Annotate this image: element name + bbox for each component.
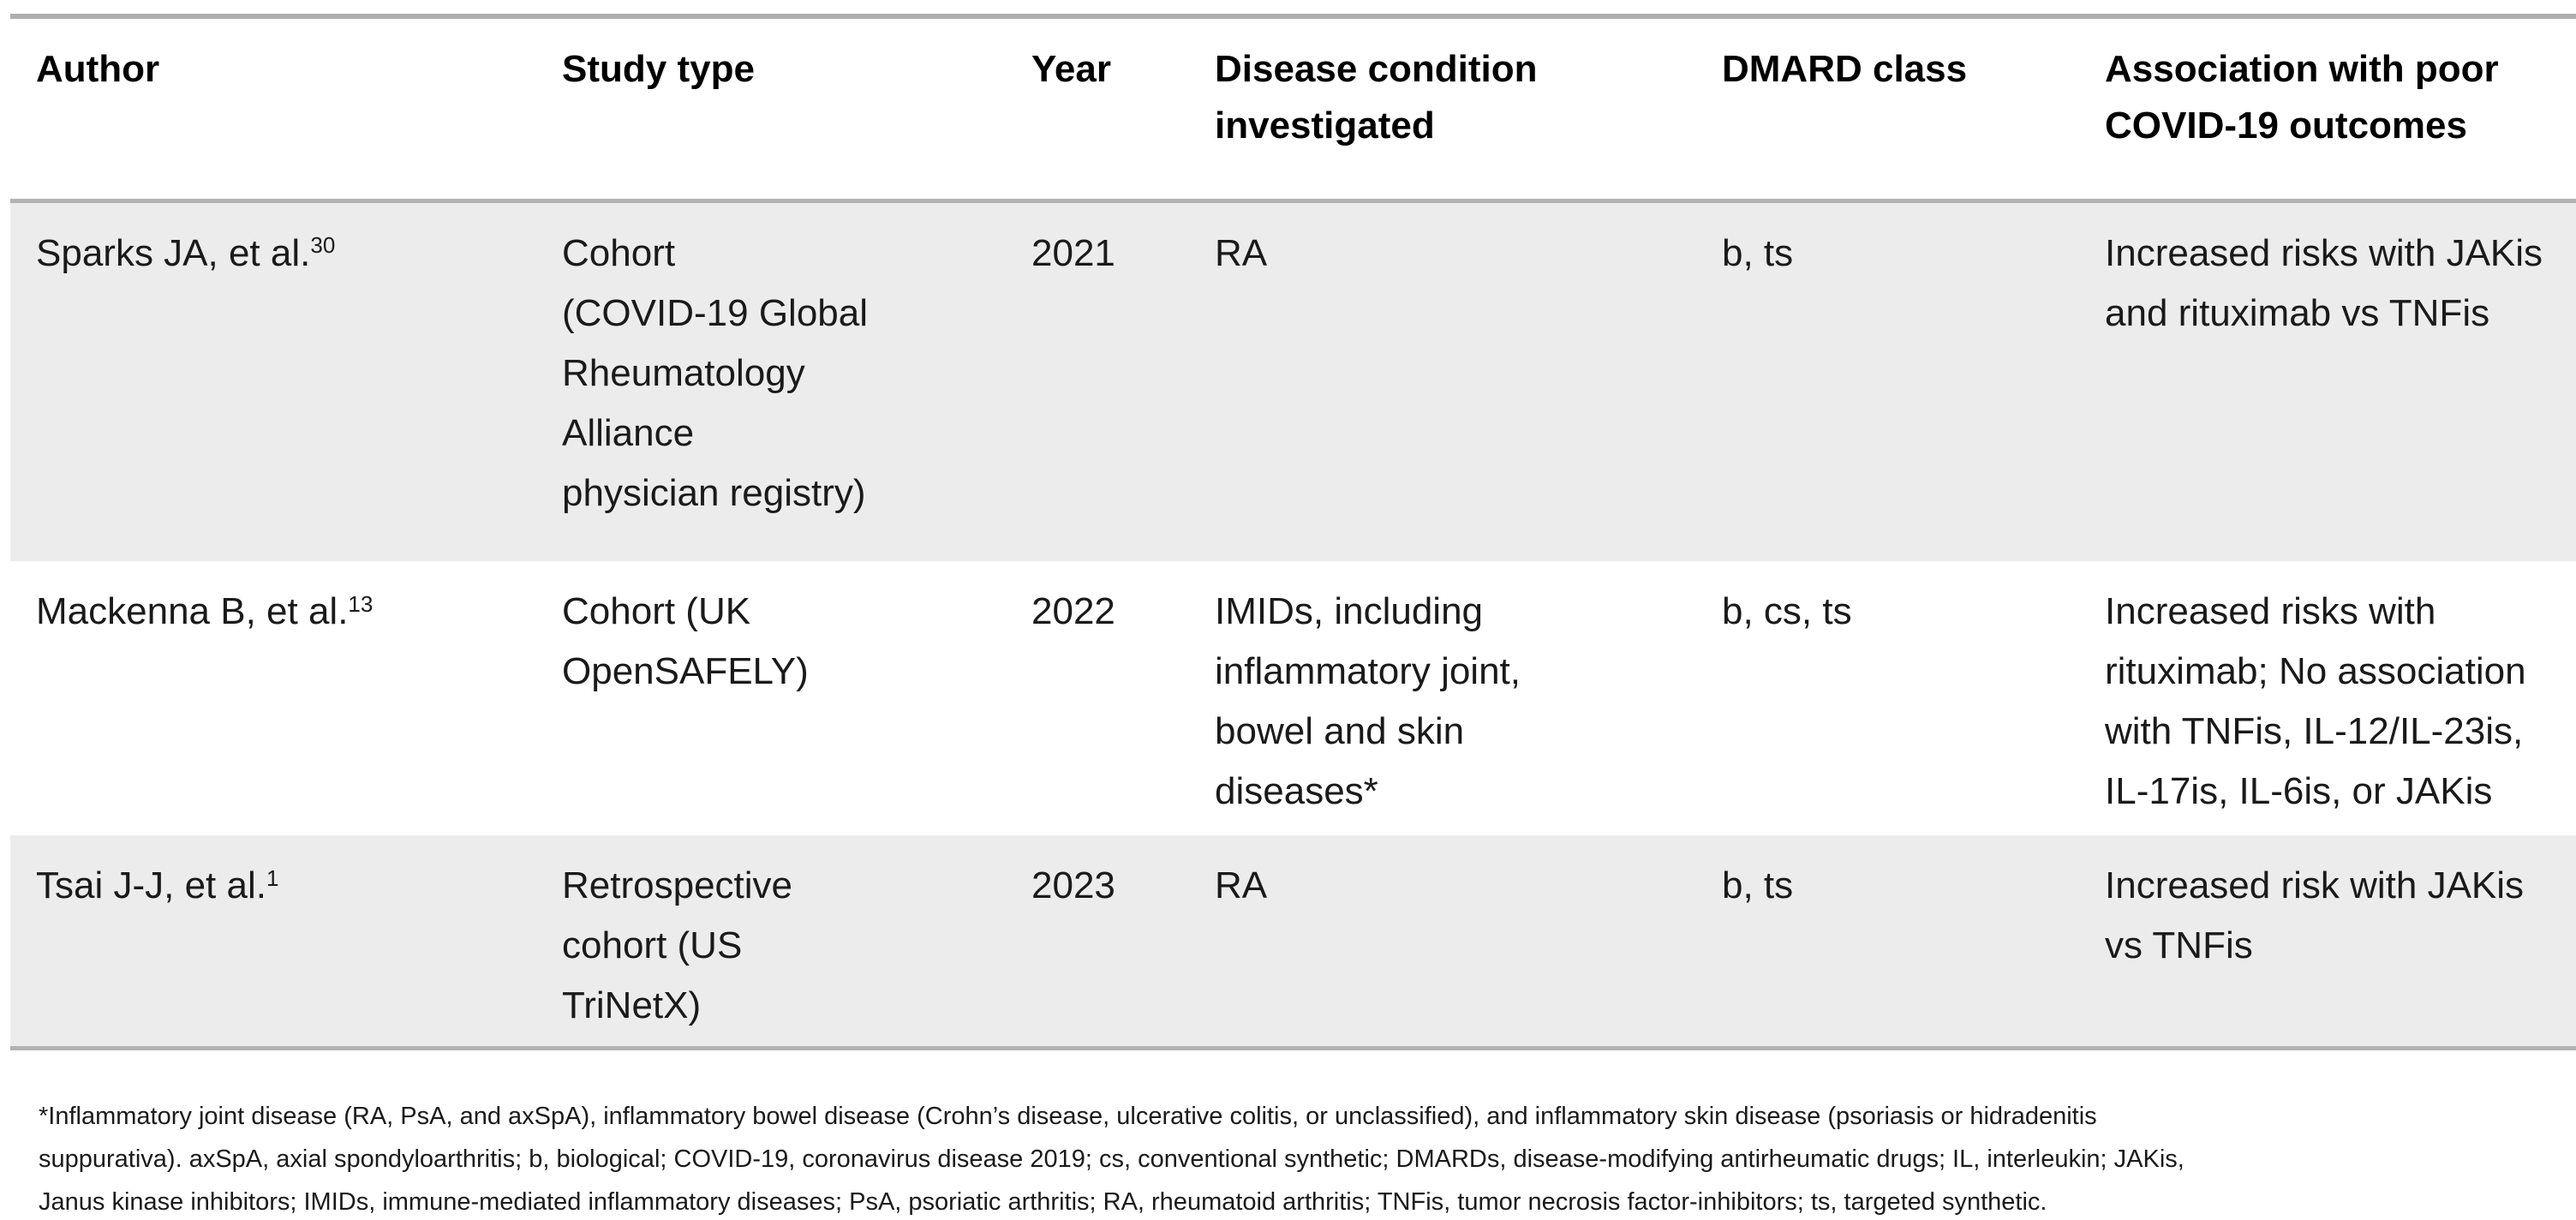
- header-year: Year: [1031, 48, 1111, 90]
- footnote-line: Janus kinase inhibitors; IMIDs, immune-m…: [39, 1188, 2047, 1216]
- cell-association: Increased risk with JAKis vs TNFis: [2105, 864, 2525, 966]
- cell-study-type: Cohort (COVID-19 Global Rheumatology All…: [562, 231, 869, 514]
- cell-dmard-class: b, cs, ts: [1722, 590, 1852, 632]
- header-row: Author Study type Year Disease condition…: [10, 16, 2576, 200]
- cell-study-type: Retrospective cohort (US TriNetX): [562, 864, 793, 1026]
- cell-author: Mackenna B, et al.13: [10, 561, 553, 835]
- cell-disease-condition: RA: [1215, 231, 1268, 274]
- footnote: *Inflammatory joint disease (RA, PsA, an…: [0, 1059, 2576, 1220]
- table-row: Mackenna B, et al.13 Cohort (UK OpenSAFE…: [10, 561, 2576, 835]
- cell-study-type: Cohort (UK OpenSAFELY): [562, 590, 809, 692]
- table-row: Tsai J-J, et al.1 Retrospective cohort (…: [10, 835, 2576, 1048]
- cell-disease-condition: IMIDs, including inflammatory joint, bow…: [1215, 590, 1521, 812]
- cell-year: 2021: [1031, 231, 1115, 274]
- author-text: Mackenna B, et al.: [36, 590, 349, 632]
- reference-superscript: 13: [348, 590, 374, 617]
- header-author: Author: [36, 48, 160, 90]
- header-disease-condition: Disease condition investigated: [1215, 48, 1538, 147]
- cell-association: Increased risks with rituximab; No assoc…: [2105, 590, 2526, 812]
- header-association: Association with poor COVID-19 outcomes: [2105, 48, 2499, 147]
- table-header: Author Study type Year Disease condition…: [10, 16, 2576, 200]
- cell-disease-condition: RA: [1215, 864, 1268, 906]
- header-study-type: Study type: [562, 48, 755, 90]
- cell-year: 2022: [1031, 590, 1115, 632]
- footnote-line: suppurativa). axSpA, axial spondyloarthr…: [39, 1145, 2185, 1173]
- table-row: Sparks JA, et al.30 Cohort (COVID-19 Glo…: [10, 200, 2576, 561]
- table-body: Sparks JA, et al.30 Cohort (COVID-19 Glo…: [10, 200, 2576, 1048]
- cell-dmard-class: b, ts: [1722, 231, 1794, 274]
- studies-table: Author Study type Year Disease condition…: [10, 14, 2576, 1050]
- author-text: Sparks JA, et al.: [36, 231, 311, 274]
- footnote-line: *Inflammatory joint disease (RA, PsA, an…: [39, 1103, 2097, 1130]
- header-dmard-class: DMARD class: [1722, 48, 1968, 90]
- cell-author: Sparks JA, et al.30: [10, 200, 553, 561]
- cell-dmard-class: b, ts: [1722, 864, 1794, 906]
- author-text: Tsai J-J, et al.: [36, 864, 266, 906]
- cell-year: 2023: [1031, 864, 1115, 906]
- reference-superscript: 1: [266, 864, 279, 891]
- cell-association: Increased risks with JAKis and rituximab…: [2105, 231, 2543, 334]
- reference-superscript: 30: [310, 232, 336, 259]
- cell-author: Tsai J-J, et al.1: [10, 835, 553, 1048]
